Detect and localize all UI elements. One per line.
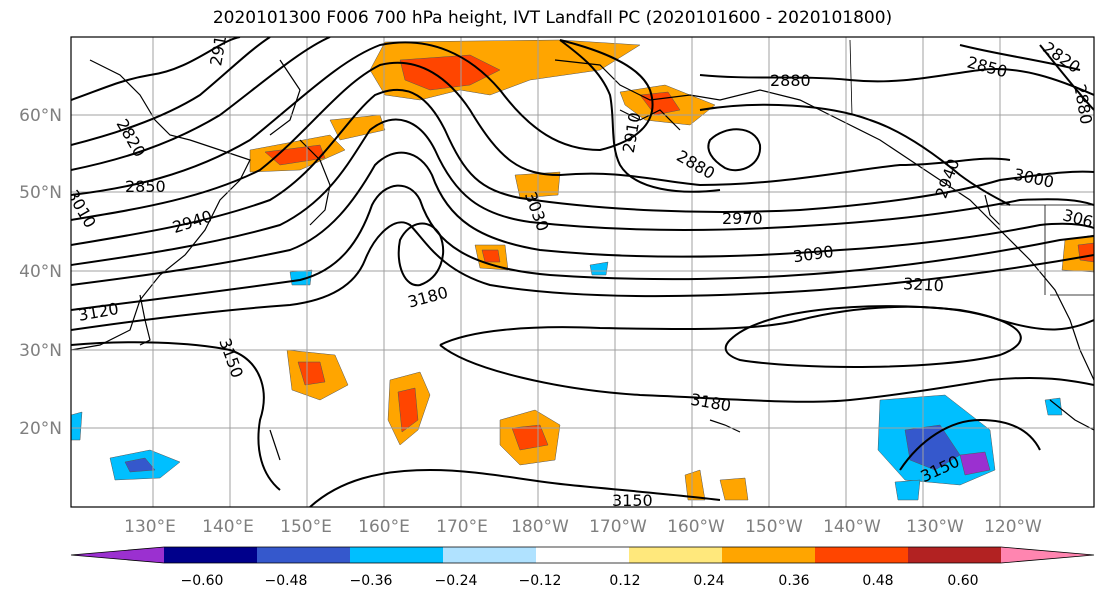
colorbar-segment (536, 547, 630, 563)
lon-label: 140°W (823, 517, 881, 537)
colorbar-segment (443, 547, 537, 563)
lat-label: 50°N (19, 183, 62, 203)
lon-label: 180°W (511, 517, 569, 537)
colorbar (70, 546, 1095, 564)
colorbar-segment (71, 547, 164, 563)
lon-label: 130°E (124, 517, 176, 537)
colorbar-tick-label: 0.60 (947, 573, 978, 589)
colorbar-segment (164, 547, 258, 563)
map-frame (70, 36, 1095, 508)
lon-label: 140°E (202, 517, 254, 537)
colorbar-tick-label: 0.24 (693, 573, 724, 589)
contour-label: 3150 (612, 491, 653, 510)
lon-label: 160°W (667, 517, 725, 537)
coastlines (71, 59, 1094, 461)
contour-label: 2880 (1070, 82, 1096, 125)
map-title: 2020101300 F006 700 hPa height, IVT Land… (212, 8, 893, 28)
lon-label: 150°W (745, 517, 803, 537)
lat-label: 60°N (19, 106, 62, 126)
lon-label: 120°W (984, 517, 1042, 537)
colorbar-tick-label: −0.36 (350, 573, 393, 589)
colorbar-segment (350, 547, 444, 563)
colorbar-tick-label: −0.60 (181, 573, 224, 589)
lon-label: 150°E (280, 517, 332, 537)
colorbar-tick-label: 0.36 (778, 573, 809, 589)
lon-label: 170°W (589, 517, 647, 537)
colorbar-tick-label: −0.48 (265, 573, 308, 589)
colorbar-segment (1001, 547, 1094, 563)
lat-label: 40°N (19, 262, 62, 282)
colorbar-segment (257, 547, 351, 563)
latitude-labels: 60°N 50°N 40°N 30°N 20°N (19, 106, 62, 439)
lon-label: 170°E (436, 517, 488, 537)
lon-label: 160°E (358, 517, 410, 537)
colorbar-tick-label: 0.48 (862, 573, 893, 589)
contour-label: 2880 (770, 71, 811, 90)
colorbar-segment (908, 547, 1002, 563)
lat-label: 30°N (19, 341, 62, 361)
ivt-negative-shading (71, 261, 1063, 501)
colorbar-tick-label: −0.24 (435, 573, 478, 589)
colorbar-tick-label: 0.12 (609, 573, 640, 589)
lat-label: 20°N (19, 419, 62, 439)
political-borders (849, 39, 1094, 296)
lon-label: 130°W (906, 517, 964, 537)
colorbar-segment (722, 547, 816, 563)
longitude-labels: 130°E 140°E 150°E 160°E 170°E 180°W 170°… (124, 517, 1042, 537)
contour-label: 2970 (722, 209, 763, 228)
colorbar-tick-label: −0.12 (519, 573, 562, 589)
contour-label: 2850 (125, 177, 166, 196)
colorbar-outline (70, 546, 1095, 564)
colorbar-segment (815, 547, 909, 563)
contour-label: 3210 (903, 274, 945, 295)
colorbar-segment (629, 547, 723, 563)
colorbar-tick-labels: −0.60 −0.48 −0.36 −0.24 −0.12 0.12 0.24 … (181, 573, 979, 589)
height-contours (71, 37, 1094, 507)
